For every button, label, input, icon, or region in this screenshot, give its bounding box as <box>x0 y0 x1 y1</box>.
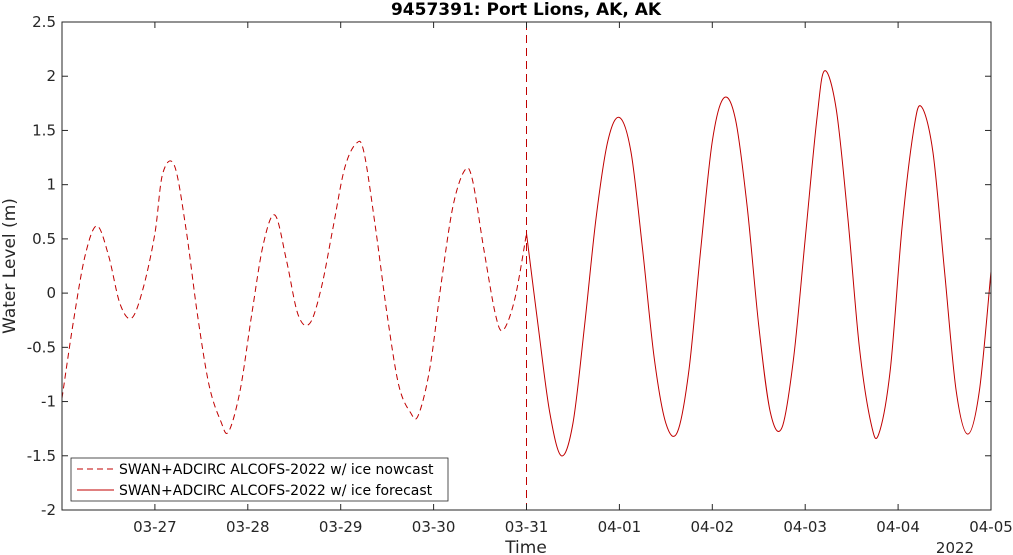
plot-area <box>61 22 992 510</box>
y-tick-label: -1 <box>41 393 56 411</box>
x-tick-label: 03-31 <box>505 518 549 536</box>
series-line-nowcast <box>61 140 527 434</box>
y-tick-label: 2.5 <box>32 13 56 31</box>
x-tick-label: 03-27 <box>133 518 177 536</box>
legend-box <box>70 457 449 502</box>
y-axis-title: Water Level (m) <box>0 198 20 334</box>
y-tick-label: 2 <box>46 67 56 85</box>
y-tick-label: 1.5 <box>32 121 56 139</box>
legend-label-forecast: SWAN+ADCIRC ALCOFS-2022 w/ ice forecast <box>119 483 433 499</box>
y-tick-label: -2 <box>41 501 56 519</box>
x-tick-label: 03-29 <box>319 518 363 536</box>
x-tick-label: 04-03 <box>783 518 827 536</box>
x-axis: 03-27 03-28 03-29 03-30 03-31 04-01 04-02 04-03… <box>133 22 1013 536</box>
y-axis: -2 -1.5 -1 -0.5 0 0.5 1 1.5 2 2.5 <box>27 13 991 519</box>
y-tick-label: -0.5 <box>27 338 56 356</box>
series-line-forecast <box>526 70 992 457</box>
x-tick-label: 04-01 <box>598 518 642 536</box>
y-tick-label: -1.5 <box>27 447 56 465</box>
x-tick-label: 03-30 <box>412 518 456 536</box>
y-tick-label: 0 <box>46 284 56 302</box>
x-axis-year-label: 2022 <box>936 539 974 555</box>
x-tick-label: 04-04 <box>876 518 920 536</box>
chart-title: 9457391: Port Lions, AK, AK <box>391 0 662 20</box>
y-tick-label: 0.5 <box>32 230 56 248</box>
y-tick-label: 1 <box>46 176 56 194</box>
legend: SWAN+ADCIRC ALCOFS-2022 w/ ice nowcast S… <box>70 457 449 502</box>
x-tick-label: 03-28 <box>226 518 270 536</box>
legend-label-nowcast: SWAN+ADCIRC ALCOFS-2022 w/ ice nowcast <box>119 462 434 478</box>
x-tick-label: 04-02 <box>691 518 735 536</box>
x-tick-label: 04-05 <box>969 518 1013 536</box>
x-axis-title: Time <box>504 538 547 555</box>
